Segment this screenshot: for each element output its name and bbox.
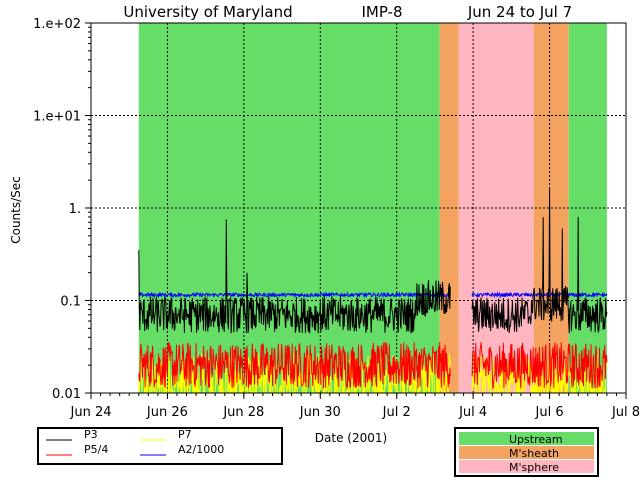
- title-institution: University of Maryland: [123, 3, 292, 21]
- x-tick-label-7: Jul 8: [611, 405, 640, 420]
- x-tick-label-5: Jul 4: [458, 405, 487, 420]
- region-legend-label-0: Upstream: [509, 433, 563, 446]
- legend-label-2: P5/4: [84, 443, 108, 456]
- legend-label-0: P3: [84, 428, 98, 441]
- region-legend-swatch-2: [459, 460, 594, 473]
- x-tick-label-6: Jul 6: [535, 405, 564, 420]
- y-axis-label: Counts/Sec: [9, 176, 23, 244]
- series-legend: P3 P7 P5/4 A2/1000: [37, 427, 283, 465]
- y-tick-label-3: 0.1: [60, 295, 81, 310]
- x-tick-label-2: Jun 28: [222, 405, 264, 420]
- legend-label-1: P7: [178, 428, 192, 441]
- series-line-p3: [138, 189, 608, 334]
- region-legend-label-1: M'sheath: [509, 447, 559, 460]
- title-spacecraft: IMP-8: [361, 3, 402, 21]
- region-legend-swatch-1: [459, 446, 594, 459]
- y-tick-label-0: 1.e+02: [33, 17, 81, 32]
- y-axis: 1.e+02 1.e+01 1. 0.1 0.01: [33, 17, 91, 402]
- series-layer: [138, 189, 608, 395]
- y-tick-label-1: 1.e+01: [33, 110, 81, 125]
- x-tick-label-3: Jun 30: [299, 405, 341, 420]
- y-tick-label-2: 1.: [69, 202, 81, 217]
- x-axis: Jun 24 Jun 26 Jun 28 Jun 30 Jul 2 Jul 4 Jul 6 J…: [70, 393, 640, 420]
- y-tick-label-4: 0.01: [52, 387, 81, 402]
- region-legend-label-2: M'sphere: [509, 461, 559, 474]
- region-legend-swatch-0: [459, 432, 594, 445]
- x-axis-label: Date (2001): [315, 431, 387, 445]
- x-tick-label-0: Jun 24: [70, 405, 112, 420]
- legend-label-3: A2/1000: [178, 443, 224, 456]
- x-tick-label-1: Jun 26: [146, 405, 188, 420]
- series-legend-box: [37, 427, 283, 465]
- x-tick-label-4: Jul 2: [382, 405, 411, 420]
- series-line-p5-4: [138, 341, 608, 390]
- title-date-range: Jun 24 to Jul 7: [467, 3, 572, 21]
